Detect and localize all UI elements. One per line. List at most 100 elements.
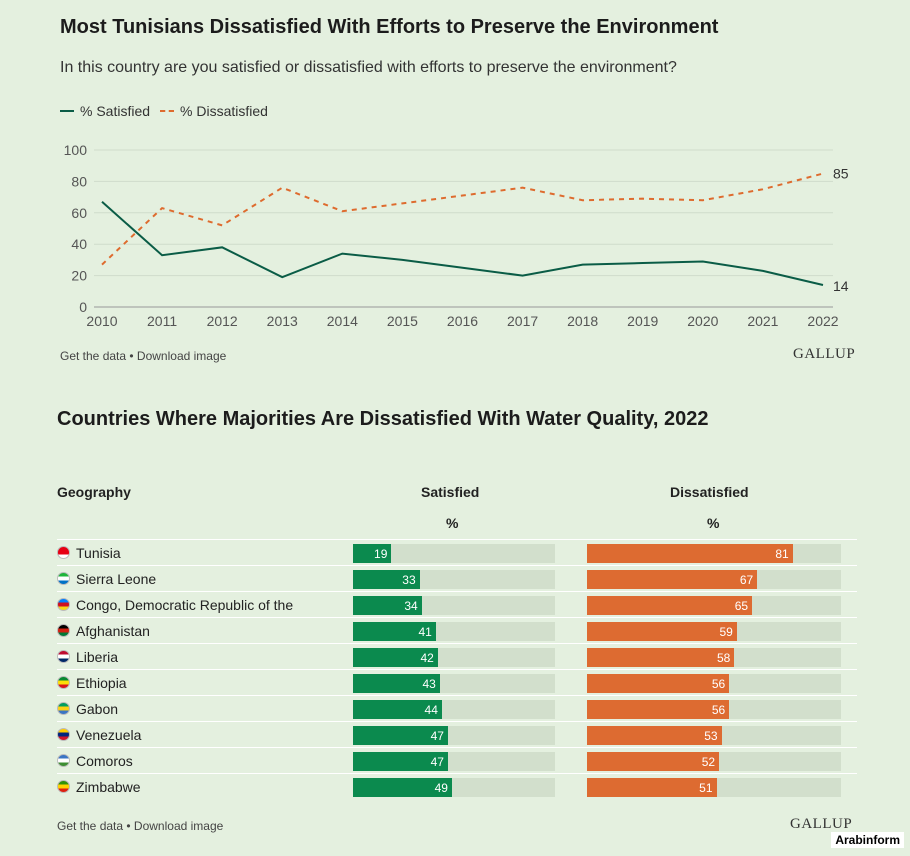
chart2-title: Countries Where Majorities Are Dissatisf… bbox=[57, 408, 709, 430]
satisfied-value-label: 43 bbox=[422, 677, 436, 691]
legend-label-satisfied: % Satisfied bbox=[80, 103, 151, 119]
satisfied-bar: 33 bbox=[353, 570, 420, 589]
get-data-link[interactable]: Get the data bbox=[57, 819, 124, 833]
dissatisfied-bar: 67 bbox=[587, 570, 758, 589]
dissatisfied-bar-track: 56 bbox=[587, 700, 841, 719]
dissatisfied-bar: 56 bbox=[587, 700, 730, 719]
legend-swatch-satisfied bbox=[60, 110, 74, 112]
dissatisfied-bar: 58 bbox=[587, 648, 735, 667]
y-tick-label: 20 bbox=[71, 268, 87, 284]
satisfied-value-label: 33 bbox=[402, 573, 416, 587]
flag-icon bbox=[57, 624, 70, 637]
get-data-link[interactable]: Get the data bbox=[60, 349, 127, 363]
gallup-logo: GALLUP bbox=[793, 346, 856, 362]
x-tick-label: 2022 bbox=[807, 313, 838, 329]
unit-label-satisfied: % bbox=[446, 515, 459, 531]
column-header-dissatisfied: Dissatisfied bbox=[670, 484, 749, 500]
end-label-satisfied: 14 bbox=[833, 278, 849, 294]
satisfied-bar: 42 bbox=[353, 648, 438, 667]
table-row: Liberia 42 58 bbox=[57, 643, 857, 669]
x-tick-label: 2010 bbox=[86, 313, 117, 329]
table-row: Congo, Democratic Republic of the 34 65 bbox=[57, 591, 857, 617]
satisfied-value-label: 42 bbox=[420, 651, 434, 665]
chart1-footer: Get the data • Download image bbox=[60, 349, 226, 363]
dissatisfied-bar-track: 58 bbox=[587, 648, 841, 667]
chart1-legend: % Satisfied % Dissatisfied bbox=[60, 103, 278, 119]
country-name: Congo, Democratic Republic of the bbox=[76, 597, 294, 613]
dissatisfied-bar-track: 67 bbox=[587, 570, 841, 589]
table-row: Comoros 47 52 bbox=[57, 747, 857, 773]
x-tick-label: 2012 bbox=[207, 313, 238, 329]
satisfied-bar: 41 bbox=[353, 622, 436, 641]
country-name: Ethiopia bbox=[76, 675, 127, 691]
satisfied-value-label: 47 bbox=[430, 755, 444, 769]
dissatisfied-bar: 56 bbox=[587, 674, 730, 693]
satisfied-bar-track: 47 bbox=[353, 726, 555, 745]
dissatisfied-bar: 51 bbox=[587, 778, 717, 797]
dissatisfied-value-label: 56 bbox=[711, 703, 726, 717]
dissatisfied-bar-track: 81 bbox=[587, 544, 841, 563]
dissatisfied-bar-track: 51 bbox=[587, 778, 841, 797]
flag-icon bbox=[57, 572, 70, 585]
satisfied-value-label: 34 bbox=[404, 599, 418, 613]
chart1-title: Most Tunisians Dissatisfied With Efforts… bbox=[60, 16, 719, 38]
dissatisfied-value-label: 65 bbox=[734, 599, 749, 613]
dissatisfied-bar-track: 65 bbox=[587, 596, 841, 615]
satisfied-bar: 44 bbox=[353, 700, 442, 719]
satisfied-bar-track: 33 bbox=[353, 570, 555, 589]
country-name: Venezuela bbox=[76, 727, 142, 743]
dissatisfied-bar-track: 59 bbox=[587, 622, 841, 641]
country-name: Zimbabwe bbox=[76, 779, 141, 795]
satisfied-bar-track: 47 bbox=[353, 752, 555, 771]
x-tick-label: 2016 bbox=[447, 313, 478, 329]
satisfied-bar: 47 bbox=[353, 752, 448, 771]
country-name: Liberia bbox=[76, 649, 119, 665]
satisfied-value-label: 49 bbox=[434, 781, 448, 795]
flag-icon bbox=[57, 780, 70, 793]
table-row: Sierra Leone 33 67 bbox=[57, 565, 857, 591]
column-header-geography: Geography bbox=[57, 484, 131, 500]
legend-swatch-dissatisfied bbox=[160, 110, 175, 112]
x-tick-label: 2019 bbox=[627, 313, 658, 329]
download-image-link[interactable]: Download image bbox=[133, 819, 224, 833]
watermark: Arabinform bbox=[831, 832, 904, 848]
dissatisfied-bar-track: 52 bbox=[587, 752, 841, 771]
satisfied-bar-track: 43 bbox=[353, 674, 555, 693]
table-row: Gabon 44 56 bbox=[57, 695, 857, 721]
table-row: Tunisia 19 81 bbox=[57, 539, 857, 565]
flag-icon bbox=[57, 546, 70, 559]
x-tick-label: 2020 bbox=[687, 313, 718, 329]
dissatisfied-value-label: 59 bbox=[719, 625, 733, 639]
satisfied-line bbox=[101, 201, 824, 286]
satisfied-bar: 34 bbox=[353, 596, 422, 615]
flag-icon bbox=[57, 754, 70, 767]
dissatisfied-bar: 52 bbox=[587, 752, 720, 771]
y-tick-label: 60 bbox=[71, 205, 87, 221]
x-tick-label: 2015 bbox=[387, 313, 418, 329]
dissatisfied-bar: 59 bbox=[587, 622, 737, 641]
chart2-footer: Get the data • Download image bbox=[57, 819, 223, 833]
country-name: Sierra Leone bbox=[76, 571, 157, 587]
water-quality-table: Tunisia 19 81 Sierra Leone 33 67 Congo, Democr… bbox=[57, 539, 857, 799]
gallup-logo: GALLUP bbox=[790, 816, 853, 832]
dissatisfied-line bbox=[101, 172, 824, 266]
dissatisfied-bar-track: 56 bbox=[587, 674, 841, 693]
table-row: Venezuela 47 53 bbox=[57, 721, 857, 747]
end-label-dissatisfied: 85 bbox=[833, 166, 849, 182]
flag-icon bbox=[57, 702, 70, 715]
satisfied-bar: 47 bbox=[353, 726, 448, 745]
dissatisfied-bar: 65 bbox=[587, 596, 753, 615]
dissatisfied-value-label: 58 bbox=[716, 651, 731, 665]
dissatisfied-value-label: 81 bbox=[775, 547, 789, 561]
country-name: Gabon bbox=[76, 701, 119, 717]
flag-icon bbox=[57, 676, 70, 689]
satisfied-bar-track: 42 bbox=[353, 648, 555, 667]
download-image-link[interactable]: Download image bbox=[136, 349, 227, 363]
footer-separator: • bbox=[126, 349, 137, 363]
satisfied-bar-track: 19 bbox=[353, 544, 555, 563]
table-row: Afghanistan 41 59 bbox=[57, 617, 857, 643]
dissatisfied-value-label: 56 bbox=[711, 677, 726, 691]
unit-label-dissatisfied: % bbox=[707, 515, 720, 531]
flag-icon bbox=[57, 598, 70, 611]
chart1-subtitle: In this country are you satisfied or dis… bbox=[60, 59, 677, 76]
